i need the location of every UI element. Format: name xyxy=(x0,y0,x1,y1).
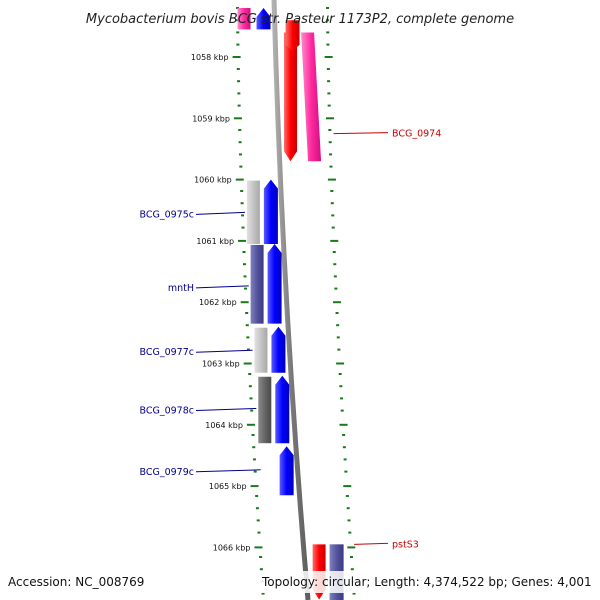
feature-track-BCG_0977c xyxy=(254,327,268,373)
label-leader-BCG_0974 xyxy=(333,132,389,135)
ruler-tick-label: 1065 kbp xyxy=(209,482,247,491)
ruler-tick-label: 1066 kbp xyxy=(213,543,251,552)
gene-label-BCG_0979c: BCG_0979c xyxy=(140,467,195,478)
gene-arrow-top-reverse-stub xyxy=(256,7,271,30)
gene-arrow-BCG_0974-start xyxy=(285,20,300,51)
label-leader-BCG_0975c xyxy=(195,211,245,215)
gene-label-BCG_0977c: BCG_0977c xyxy=(140,347,195,358)
gene-label-BCG_0974: BCG_0974 xyxy=(392,129,441,140)
feature-track-mntH xyxy=(250,244,264,324)
map-title: Mycobacterium bovis BCG str. Pasteur 117… xyxy=(86,12,514,27)
gene-arrow-BCG_0978c xyxy=(275,375,290,444)
ruler-tick-label: 1059 kbp xyxy=(192,114,230,123)
topology-text: Topology: circular; Length: 4,374,522 bp… xyxy=(261,575,592,589)
gene-label-mntH: mntH xyxy=(168,283,194,294)
genome-backbone xyxy=(271,0,311,600)
label-leader-BCG_0979c xyxy=(195,469,261,473)
ruler-tick-label: 1063 kbp xyxy=(202,360,240,369)
label-leader-pstS3 xyxy=(354,542,389,545)
gene-labels: BCG_0974 BCG_0975c mntH BCG_0977c BCG_0978c B… xyxy=(140,129,442,551)
ruler-tick-label: 1062 kbp xyxy=(199,298,237,307)
ruler-labels: 1058 kbp 1059 kbp 1060 kbp 1061 kbp 1062 kbp… xyxy=(191,53,251,552)
label-leader-BCG_0977c xyxy=(195,349,253,353)
gene-shapes xyxy=(237,7,344,600)
feature-track-BCG_0975c xyxy=(246,180,260,244)
gene-label-BCG_0978c: BCG_0978c xyxy=(140,405,195,416)
feature-track-BCG_0974 xyxy=(301,32,322,162)
gene-label-BCG_0975c: BCG_0975c xyxy=(140,209,195,220)
gene-arrow-mntH xyxy=(267,243,282,324)
gene-arrow-BCG_0979c xyxy=(279,446,294,496)
label-leader-mntH xyxy=(195,285,249,289)
gene-arrow-BCG_0974 xyxy=(284,32,298,162)
feature-track-BCG_0978c xyxy=(258,376,272,444)
footer-background xyxy=(255,571,600,593)
ruler-tick-label: 1064 kbp xyxy=(205,421,243,430)
gene-arrow-BCG_0975c xyxy=(263,179,278,244)
feature-track-top-reverse-stub xyxy=(237,7,251,30)
gene-label-pstS3: pstS3 xyxy=(392,539,419,550)
gene-arrow-BCG_0977c xyxy=(271,326,286,373)
ruler-tick-label: 1061 kbp xyxy=(196,237,234,246)
label-leader-BCG_0978c xyxy=(195,407,257,411)
accession-text: Accession: NC_008769 xyxy=(8,575,144,589)
ruler-ticks xyxy=(232,7,356,595)
ruler-tick-label: 1060 kbp xyxy=(194,176,232,185)
ruler-tick-label: 1058 kbp xyxy=(191,53,229,62)
